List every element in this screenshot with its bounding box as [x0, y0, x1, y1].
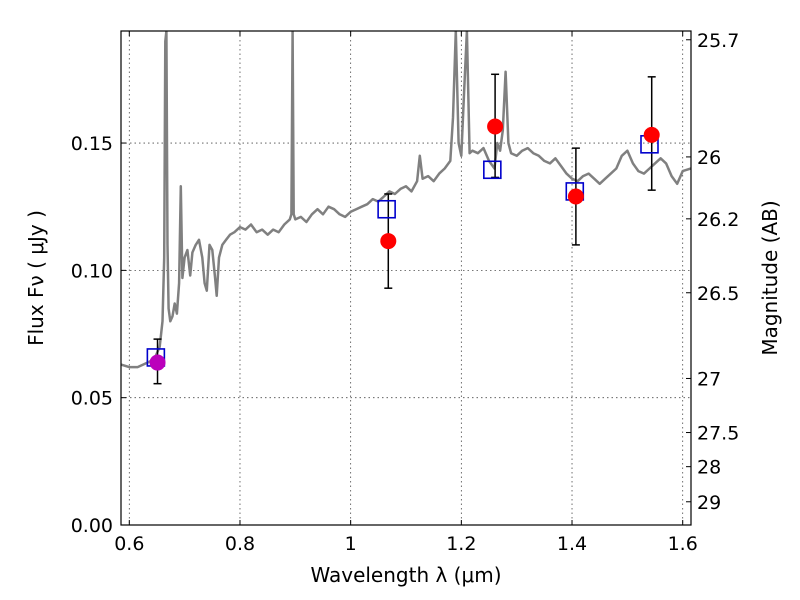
- x-axis-title: Wavelength λ (μm): [310, 563, 501, 587]
- observed-point: [567, 188, 584, 205]
- x-axis-ticks: 0.6 0.8 1 1.2 1.4 1.6: [114, 31, 698, 555]
- observed-point: [487, 118, 504, 135]
- observed-point: [149, 354, 166, 371]
- x-tick-label: 1.4: [557, 533, 587, 555]
- right-tick-label: 26.2: [697, 209, 739, 231]
- y-tick-label: 0.15: [71, 133, 113, 155]
- y-tick-label: 0.00: [71, 515, 113, 537]
- right-tick-label: 26: [697, 147, 721, 169]
- x-tick-label: 1.2: [446, 533, 476, 555]
- observed-point: [380, 233, 397, 250]
- y-tick-label: 0.05: [71, 388, 113, 410]
- right-tick-label: 29: [697, 492, 721, 514]
- model-point: [377, 199, 396, 219]
- right-axis-title: Magnitude (AB): [758, 200, 782, 355]
- right-axis-ticks: 25.7 26 26.2 26.5 27 27.5 28 29: [686, 30, 739, 514]
- y-tick-label: 0.10: [71, 260, 113, 282]
- y-axis-ticks: 0.00 0.05 0.10 0.15: [71, 133, 126, 537]
- observed-point: [643, 126, 660, 143]
- plot-frame: [120, 30, 692, 526]
- right-tick-label: 26.5: [697, 283, 739, 305]
- right-tick-label: 27.5: [697, 423, 739, 445]
- right-tick-label: 25.7: [697, 30, 739, 52]
- x-tick-label: 1.6: [668, 533, 698, 555]
- observed-photometry-points: [149, 118, 660, 371]
- x-tick-label: 1: [345, 533, 357, 555]
- model-point: [483, 160, 502, 180]
- y-axis-title: Flux Fν ( μJy ): [24, 210, 48, 346]
- x-tick-label: 0.6: [114, 533, 144, 555]
- right-tick-label: 28: [697, 457, 721, 479]
- model-spectrum-line: [121, 31, 691, 369]
- x-tick-label: 0.8: [225, 533, 255, 555]
- right-tick-label: 27: [697, 368, 721, 390]
